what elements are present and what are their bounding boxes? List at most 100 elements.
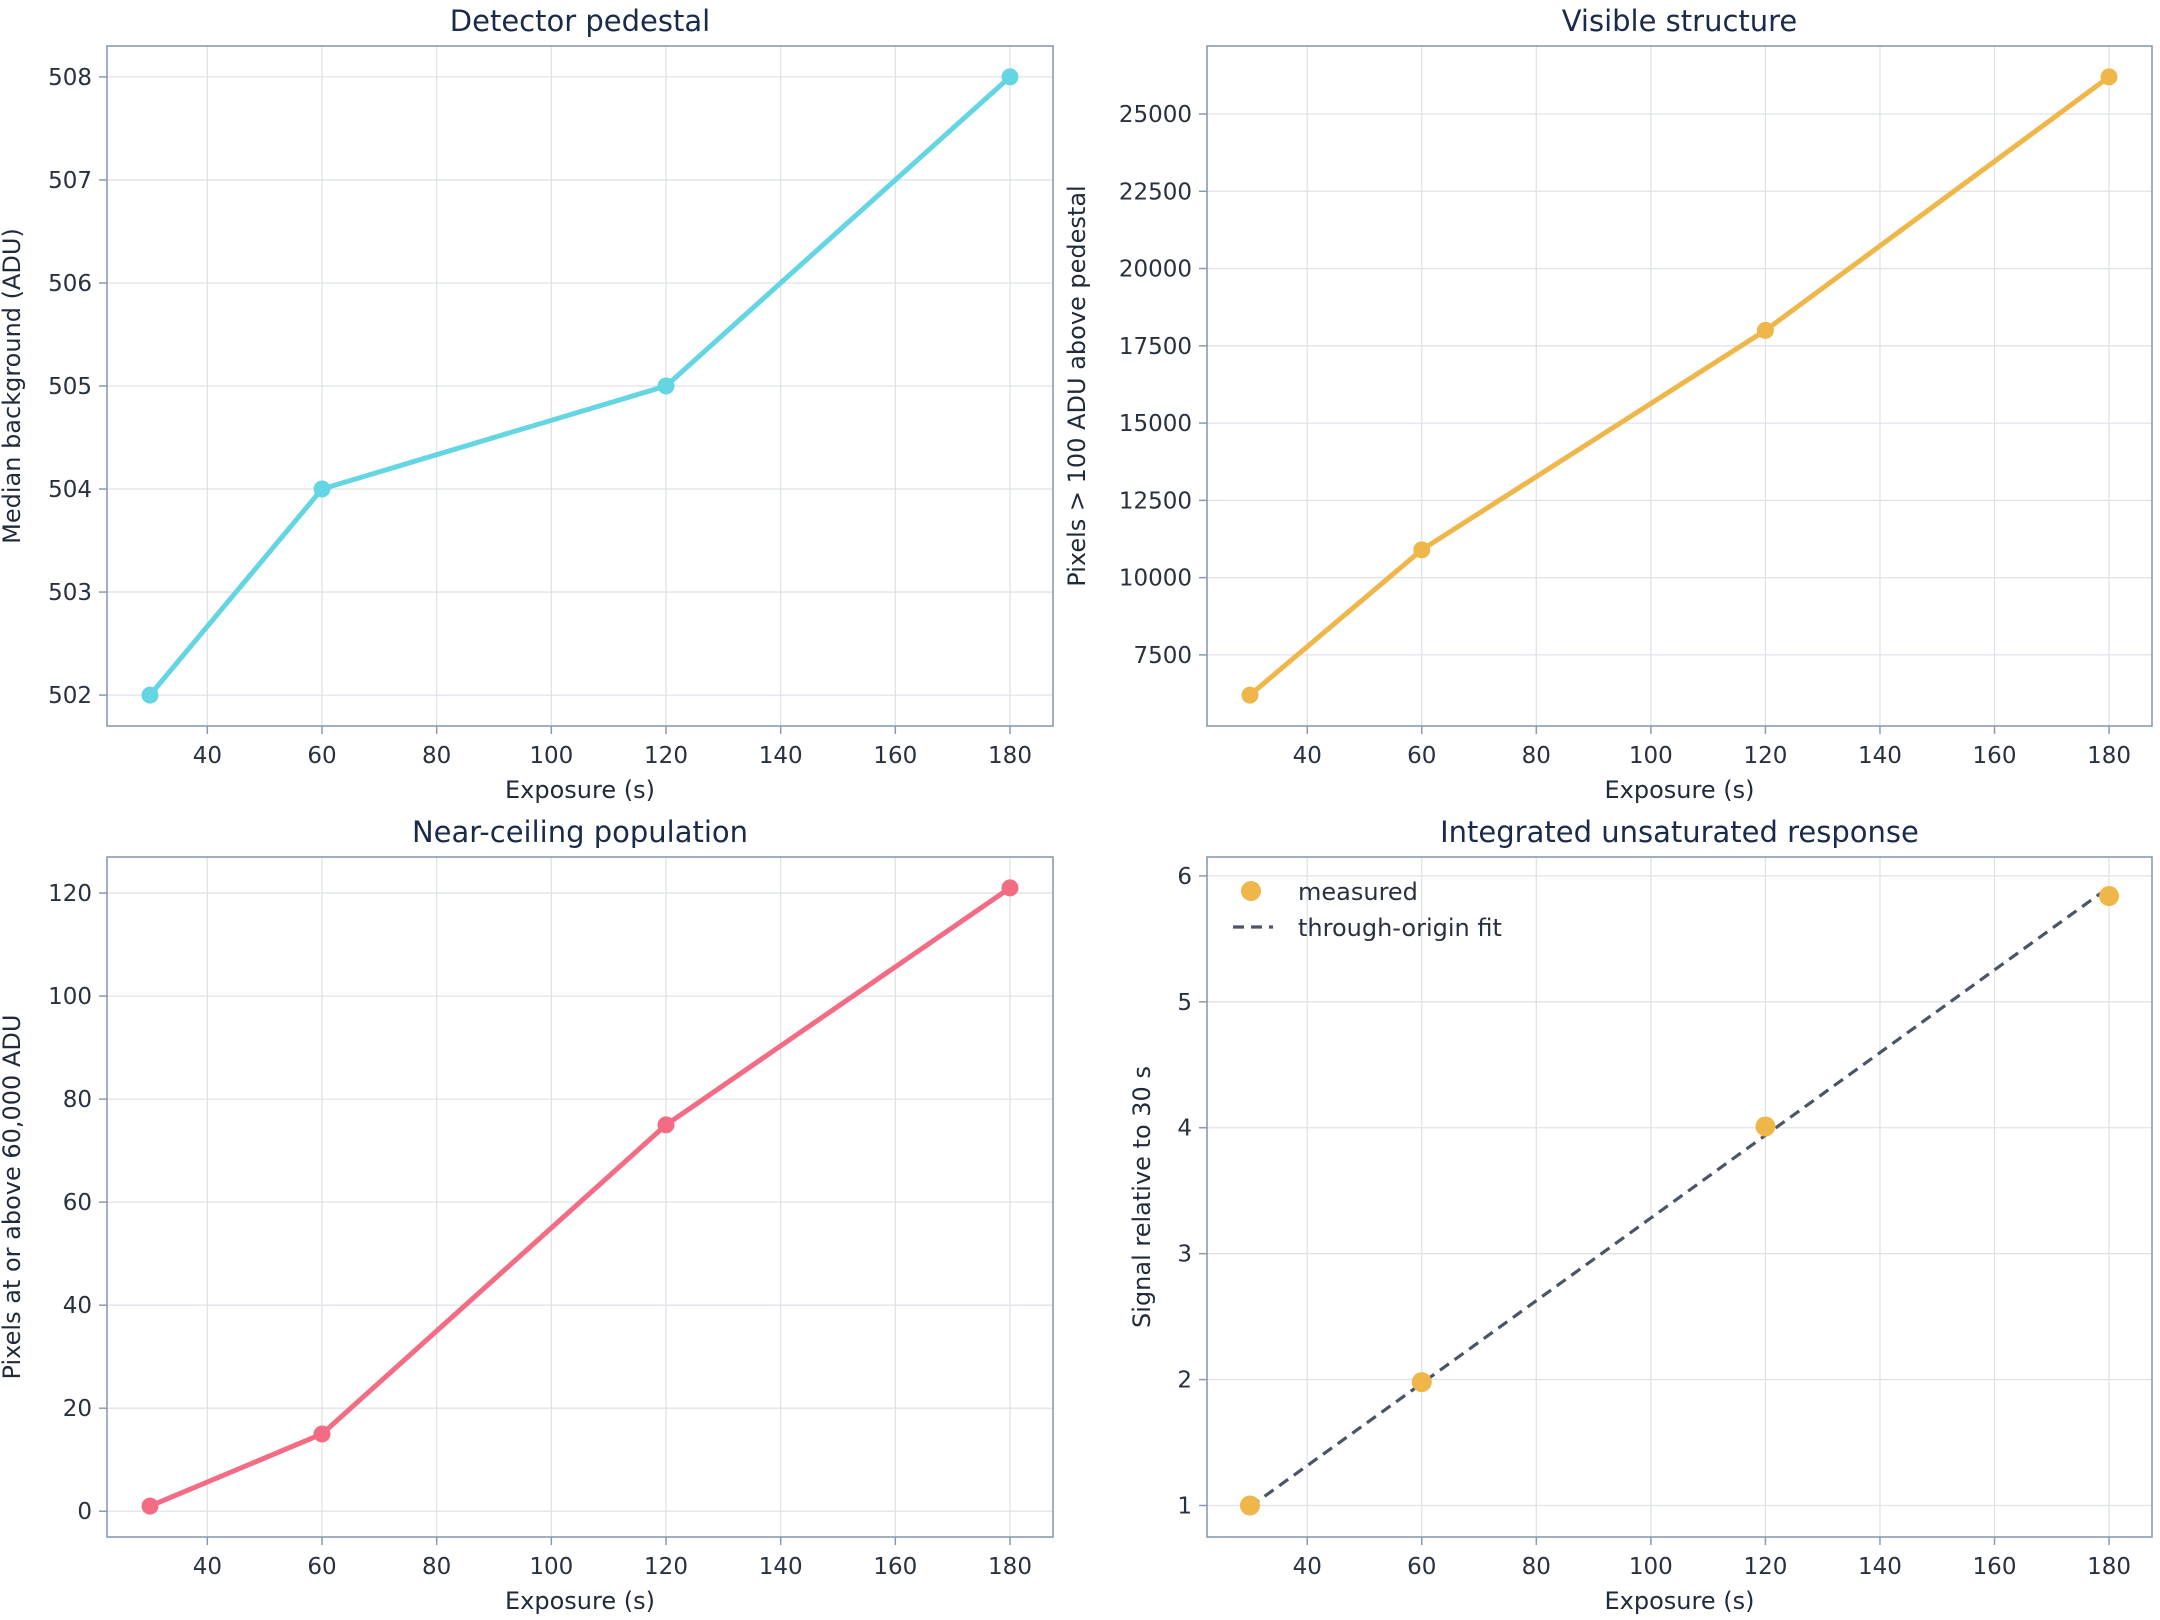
legend-label: through-origin fit: [1298, 914, 1502, 942]
y-axis-label: Pixels at or above 60,000 ADU: [0, 1015, 26, 1380]
x-tick-label: 180: [2087, 1554, 2131, 1580]
x-tick-label: 140: [1858, 1554, 1902, 1580]
y-tick-label: 4: [1177, 1116, 1192, 1142]
x-tick-label: 80: [1522, 743, 1551, 769]
y-tick-label: 100: [48, 984, 92, 1010]
x-tick-label: 80: [422, 1554, 451, 1580]
x-tick-label: 160: [1973, 1554, 2017, 1580]
data-point: [1241, 686, 1259, 704]
plot-frame: [106, 856, 1054, 1538]
y-tick-label: 503: [48, 580, 92, 606]
x-tick-label: 100: [1629, 743, 1673, 769]
data-point: [1239, 1495, 1260, 1516]
x-tick-label: 60: [1407, 743, 1436, 769]
y-tick-label: 508: [48, 65, 92, 91]
x-tick-label: 140: [759, 1554, 803, 1580]
y-tick-label: 22500: [1119, 179, 1192, 205]
x-tick-label: 60: [1407, 1554, 1436, 1580]
y-tick-label: 40: [63, 1293, 92, 1319]
x-tick-label: 100: [529, 1554, 573, 1580]
x-tick-label: 40: [193, 743, 222, 769]
data-point: [141, 686, 159, 704]
x-tick-label: 120: [1743, 1554, 1787, 1580]
x-tick-label: 80: [422, 743, 451, 769]
chart-title: Detector pedestal: [450, 4, 710, 38]
y-tick-label: 5: [1177, 990, 1192, 1016]
y-tick-label: 15000: [1119, 411, 1192, 437]
y-tick-label: 20: [63, 1396, 92, 1422]
y-tick-label: 1: [1177, 1494, 1192, 1520]
data-point: [1001, 68, 1019, 86]
data-point: [1001, 879, 1019, 897]
y-tick-label: 0: [77, 1499, 92, 1525]
data-point: [313, 1425, 331, 1443]
data-point: [1755, 1116, 1776, 1137]
x-tick-label: 100: [529, 743, 573, 769]
chart-panel-1: 40 60 80 100 120 140 160 180 502 503 504 505 506 507 5…: [0, 4, 1054, 804]
data-point: [141, 1497, 159, 1515]
y-tick-label: 7500: [1133, 643, 1192, 669]
x-axis-label: Exposure (s): [505, 1587, 655, 1615]
y-tick-label: 17500: [1119, 334, 1192, 360]
x-tick-label: 140: [759, 743, 803, 769]
y-tick-label: 502: [48, 683, 92, 709]
x-tick-label: 80: [1522, 1554, 1551, 1580]
data-point: [1411, 1372, 1432, 1393]
data-point: [1756, 321, 1774, 339]
x-tick-label: 180: [988, 743, 1032, 769]
y-axis-label: Signal relative to 30 s: [1128, 1066, 1156, 1328]
chart-panel-3: 40 60 80 100 120 140 160 180 0 20 40 60 80 100 120 Near…: [0, 815, 1054, 1615]
x-tick-label: 180: [2087, 743, 2131, 769]
x-tick-label: 160: [1973, 743, 2017, 769]
data-point: [313, 480, 331, 498]
plot-frame: [1206, 45, 2153, 727]
x-tick-label: 120: [644, 743, 688, 769]
x-tick-label: 40: [1293, 743, 1322, 769]
y-tick-label: 12500: [1119, 488, 1192, 514]
x-tick-label: 180: [988, 1554, 1032, 1580]
x-tick-label: 120: [644, 1554, 688, 1580]
x-tick-label: 60: [307, 1554, 336, 1580]
x-tick-label: 160: [873, 1554, 917, 1580]
x-axis-label: Exposure (s): [1605, 776, 1755, 804]
data-point: [2099, 886, 2120, 907]
x-tick-label: 40: [1293, 1554, 1322, 1580]
y-axis-label: Median background (ADU): [0, 228, 26, 544]
data-point: [657, 377, 675, 395]
series-line: [1247, 74, 2112, 698]
x-axis-label: Exposure (s): [1605, 1587, 1755, 1615]
x-tick-label: 120: [1743, 743, 1787, 769]
y-tick-label: 25000: [1119, 102, 1192, 128]
y-tick-label: 505: [48, 374, 92, 400]
chart-panel-2: 40 60 80 100 120 140 160 180 7500 10000 12500 15000…: [1063, 4, 2153, 804]
y-tick-label: 120: [48, 881, 92, 907]
fit-line: [1249, 885, 2110, 1509]
x-tick-label: 160: [873, 743, 917, 769]
x-tick-label: 140: [1858, 743, 1902, 769]
chart-panel-4: 40 60 80 100 120 140 160 180 1 2 3 4 5 6 Integrated un…: [1128, 815, 2153, 1615]
legend-marker-measured: [1241, 881, 1261, 901]
y-axis-label: Pixels > 100 ADU above pedestal: [1063, 185, 1091, 586]
data-point: [657, 1116, 675, 1134]
y-tick-label: 3: [1177, 1242, 1192, 1268]
chart-title: Near-ceiling population: [412, 815, 748, 849]
series-line: [147, 885, 1013, 1509]
y-tick-label: 80: [63, 1087, 92, 1113]
data-point: [2100, 68, 2118, 86]
x-tick-label: 60: [307, 743, 336, 769]
y-tick-label: 507: [48, 168, 92, 194]
x-axis-label: Exposure (s): [505, 776, 655, 804]
chart-title: Integrated unsaturated response: [1440, 815, 1919, 849]
x-tick-label: 100: [1629, 1554, 1673, 1580]
y-tick-label: 20000: [1119, 257, 1192, 283]
series-line: [147, 74, 1013, 698]
legend-label: measured: [1298, 878, 1418, 906]
x-tick-label: 40: [193, 1554, 222, 1580]
legend: measured through-origin fit: [1233, 878, 1502, 942]
y-tick-label: 506: [48, 271, 92, 297]
chart-title: Visible structure: [1562, 4, 1798, 38]
plot-frame: [1206, 856, 2153, 1538]
y-tick-label: 60: [63, 1190, 92, 1216]
y-tick-label: 2: [1177, 1368, 1192, 1394]
